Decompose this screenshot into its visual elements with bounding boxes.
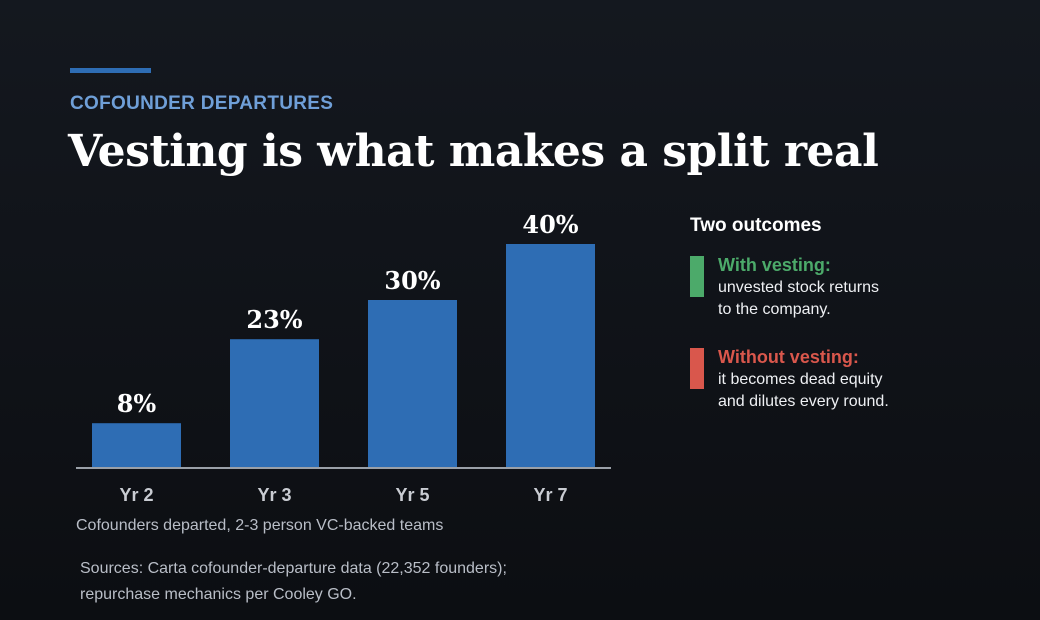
legend-item-with-vesting: With vesting: unvested stock returns to … — [690, 253, 1020, 321]
bar — [230, 339, 319, 468]
bar-value-label: 23% — [246, 305, 302, 334]
bar-value-label: 30% — [384, 266, 440, 295]
bar — [506, 244, 595, 468]
sources-note: Sources: Carta cofounder-departure data … — [80, 556, 507, 608]
bar-value-label: 8% — [117, 389, 157, 418]
outcomes-legend: Two outcomes With vesting: unvested stoc… — [690, 215, 1020, 437]
x-tick-label: Yr 3 — [257, 485, 291, 505]
legend-description: it becomes dead equity and dilutes every… — [718, 369, 1020, 413]
x-tick-label: Yr 7 — [533, 485, 567, 505]
legend-line: unvested stock returns — [718, 279, 879, 296]
legend-swatch-red — [690, 348, 704, 389]
legend-line: and dilutes every round. — [718, 393, 889, 410]
legend-heading: Without vesting: — [718, 347, 859, 367]
eyebrow-label: COFOUNDER DEPARTURES — [70, 93, 334, 114]
legend-description: unvested stock returns to the company. — [718, 277, 1020, 321]
legend-heading: With vesting: — [718, 255, 831, 275]
legend-line: it becomes dead equity — [718, 371, 883, 388]
accent-rule — [70, 68, 151, 73]
chart-caption: Cofounders departed, 2-3 person VC-backe… — [76, 517, 444, 534]
legend-item-without-vesting: Without vesting: it becomes dead equity … — [690, 345, 1020, 413]
x-tick-label: Yr 5 — [395, 485, 429, 505]
page-title: Vesting is what makes a split real — [68, 126, 879, 177]
sources-line: Sources: Carta cofounder-departure data … — [80, 560, 507, 577]
bar-chart: 8% Yr 2 23% Yr 3 30% Yr 5 40% Yr 7 — [76, 210, 611, 505]
legend-title: Two outcomes — [690, 215, 822, 236]
x-tick-label: Yr 2 — [119, 485, 153, 505]
bar-value-label: 40% — [522, 210, 578, 239]
bar — [368, 300, 457, 468]
bar — [92, 423, 181, 468]
sources-line: repurchase mechanics per Cooley GO. — [80, 586, 357, 603]
legend-line: to the company. — [718, 301, 831, 318]
legend-swatch-green — [690, 256, 704, 297]
